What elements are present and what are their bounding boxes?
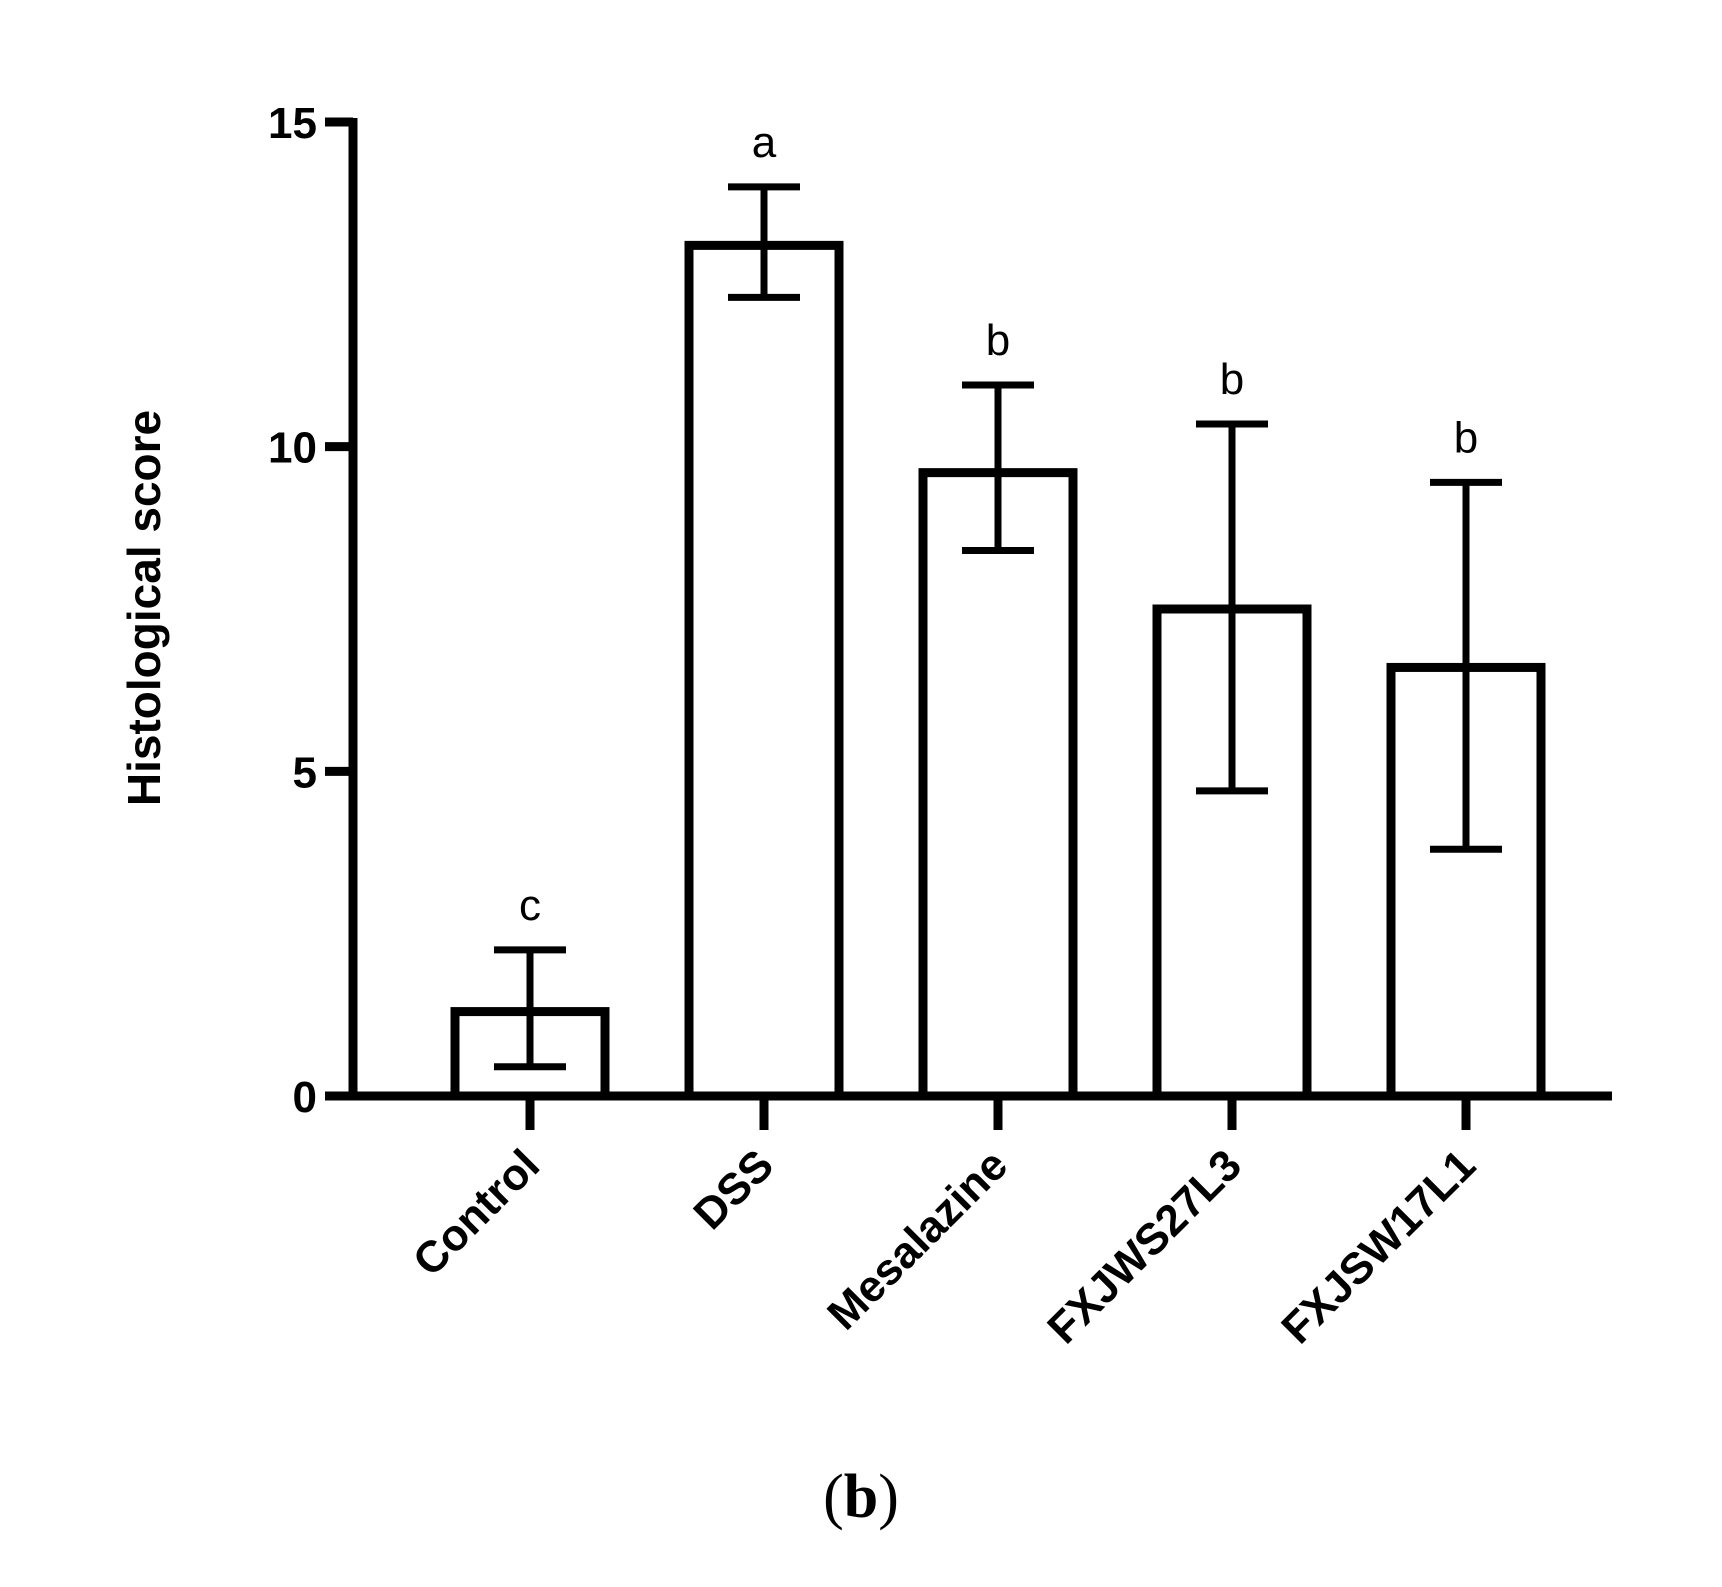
bars-layer <box>450 240 1546 1101</box>
significance-label-mesalazine: b <box>986 316 1010 365</box>
panel-open-paren: ( <box>823 1463 844 1531</box>
panel-close-paren: ) <box>878 1463 899 1531</box>
bar-mesalazine <box>918 468 1078 1101</box>
x-tick-label-fxjsw17l1: FXJSW17L1 <box>1272 1140 1485 1353</box>
y-tick-label-15: 15 <box>268 99 317 148</box>
error-bars-layer <box>494 183 1502 1071</box>
significance-label-fxjsw17l1: b <box>1454 413 1478 462</box>
y-tick-label-5: 5 <box>293 748 317 797</box>
significance-labels-layer: c a b b b <box>519 118 1478 930</box>
y-ticks-layer: 0 5 10 15 <box>268 99 353 1122</box>
y-tick-label-0: 0 <box>293 1073 317 1122</box>
panel-label: (b) <box>0 1462 1722 1533</box>
significance-label-dss: a <box>752 118 777 167</box>
x-category-labels-layer: Control DSS Mesalazine FXJWS27L3 FXJSW17L1 <box>404 1140 1485 1353</box>
x-tick-label-fxjws27l3: FXJWS27L3 <box>1038 1140 1251 1353</box>
axes-layer <box>348 118 1612 1130</box>
x-tick-label-mesalazine: Mesalazine <box>818 1140 1017 1339</box>
significance-label-fxjws27l3: b <box>1220 355 1244 404</box>
y-axis-title: Histological score <box>118 410 170 806</box>
y-tick-label-10: 10 <box>268 424 317 473</box>
significance-label-control: c <box>519 881 541 930</box>
x-tick-label-control: Control <box>404 1140 549 1285</box>
x-tick-label-dss: DSS <box>684 1140 783 1239</box>
panel-letter: b <box>843 1463 879 1531</box>
bar-dss <box>684 240 844 1101</box>
